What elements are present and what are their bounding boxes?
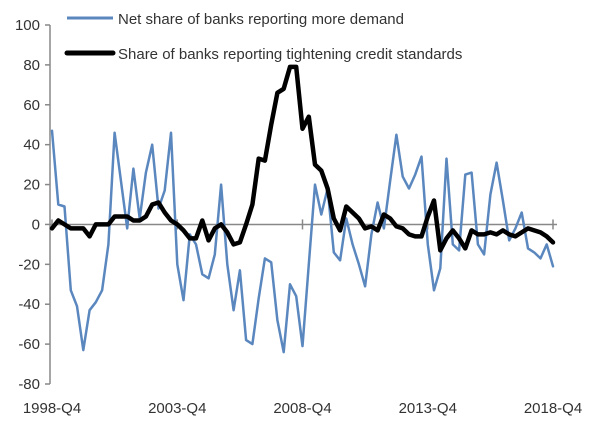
- series-line-demand: [50, 129, 555, 354]
- y-axis: -80 -60 -40 -20 0 20 40 60 80 100: [15, 17, 51, 393]
- y-tick-label: 80: [23, 57, 40, 74]
- legend: Net share of banks reporting more demand…: [64, 11, 462, 63]
- series-lines: [49, 64, 556, 354]
- y-tick-label: 60: [23, 97, 40, 114]
- y-tick-label: -80: [18, 376, 40, 393]
- x-tick-label: 2008-Q4: [273, 400, 331, 417]
- y-tick-label: 100: [15, 17, 40, 34]
- legend-label-demand: Net share of banks reporting more demand: [118, 11, 404, 28]
- y-tick-label: 40: [23, 137, 40, 154]
- y-tick-label: 20: [23, 177, 40, 194]
- series-line-tightening: [49, 64, 556, 253]
- x-tick-label: 2013-Q4: [399, 400, 457, 417]
- x-axis: 1998-Q4 2003-Q4 2008-Q4 2013-Q4 2018-Q4: [23, 219, 582, 417]
- y-tick-label: -60: [18, 336, 40, 353]
- x-tick-label: 2018-Q4: [524, 400, 582, 417]
- x-tick-label: 1998-Q4: [23, 400, 81, 417]
- x-tick-label: 2003-Q4: [148, 400, 206, 417]
- legend-label-tightening: Share of banks reporting tightening cred…: [118, 46, 462, 63]
- y-tick-label: -40: [18, 296, 40, 313]
- y-tick-label: 0: [32, 216, 40, 233]
- y-tick-label: -20: [18, 256, 40, 273]
